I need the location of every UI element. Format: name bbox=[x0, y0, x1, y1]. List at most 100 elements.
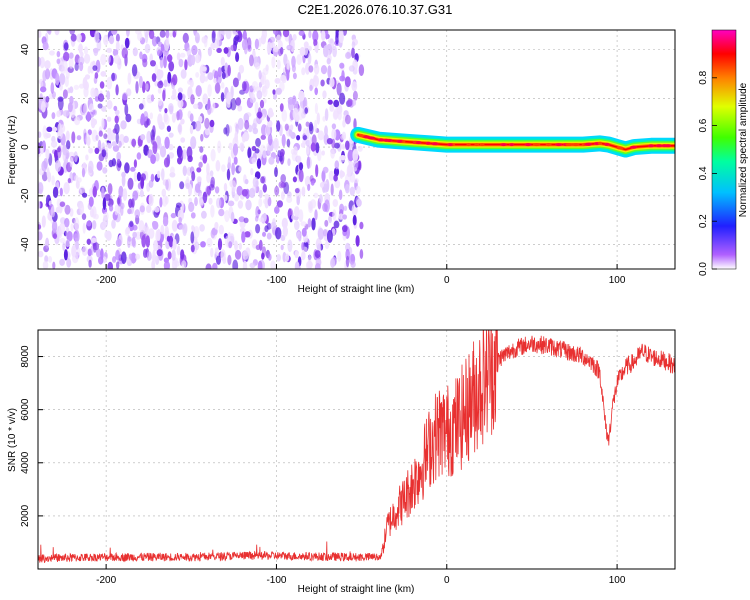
noise-speck bbox=[210, 42, 216, 50]
noise-speck bbox=[136, 152, 142, 160]
noise-speck bbox=[188, 201, 195, 213]
noise-speck bbox=[151, 73, 157, 82]
noise-speck bbox=[313, 63, 320, 75]
noise-speck bbox=[92, 109, 97, 116]
noise-speck bbox=[87, 248, 92, 257]
noise-speck bbox=[296, 54, 302, 66]
noise-speck bbox=[148, 30, 155, 40]
noise-speck bbox=[151, 260, 156, 269]
noise-speck bbox=[153, 240, 159, 252]
noise-speck bbox=[244, 119, 250, 130]
noise-speck bbox=[344, 76, 351, 88]
noise-speck bbox=[329, 77, 335, 88]
noise-speck bbox=[91, 118, 98, 126]
noise-speck bbox=[170, 212, 177, 219]
noise-speck bbox=[294, 220, 300, 231]
noise-speck bbox=[123, 135, 129, 143]
noise-speck bbox=[155, 152, 160, 162]
snr-xtick-label: 100 bbox=[609, 575, 626, 586]
noise-speck bbox=[162, 89, 166, 102]
ridge-peak bbox=[545, 143, 552, 147]
noise-speck bbox=[238, 64, 245, 74]
noise-speck bbox=[228, 142, 233, 150]
noise-speck bbox=[74, 62, 79, 71]
noise-speck bbox=[234, 35, 240, 41]
noise-speck bbox=[111, 219, 116, 229]
noise-speck bbox=[268, 156, 275, 165]
noise-speck bbox=[66, 231, 73, 242]
noise-speck bbox=[249, 262, 256, 269]
noise-speck bbox=[327, 65, 332, 79]
noise-speck bbox=[230, 98, 237, 111]
noise-speck bbox=[142, 58, 148, 68]
noise-speck bbox=[330, 258, 336, 268]
noise-speck bbox=[111, 30, 118, 35]
noise-speck bbox=[221, 164, 226, 173]
noise-speck bbox=[194, 183, 201, 194]
noise-speck bbox=[279, 148, 285, 157]
noise-speck bbox=[177, 87, 183, 93]
noise-speck bbox=[207, 84, 212, 97]
noise-speck bbox=[232, 77, 239, 88]
ridge-peak bbox=[597, 141, 603, 145]
noise-speck bbox=[226, 168, 231, 181]
noise-speck bbox=[59, 258, 65, 266]
noise-speck bbox=[211, 30, 216, 44]
noise-speck bbox=[150, 94, 155, 102]
noise-speck bbox=[285, 253, 290, 262]
noise-speck bbox=[82, 192, 88, 198]
noise-speck bbox=[282, 225, 288, 237]
noise-speck bbox=[172, 74, 178, 86]
noise-speck bbox=[307, 52, 312, 65]
noise-speck bbox=[171, 112, 176, 123]
snr-grid bbox=[38, 330, 675, 569]
noise-speck bbox=[284, 123, 289, 131]
noise-speck bbox=[157, 113, 163, 127]
noise-speck bbox=[200, 133, 204, 142]
noise-speck bbox=[322, 116, 326, 122]
noise-speck bbox=[280, 234, 286, 242]
noise-speck bbox=[163, 157, 170, 168]
noise-speck bbox=[179, 52, 186, 58]
noise-speck bbox=[152, 249, 156, 262]
noise-speck bbox=[157, 49, 163, 57]
noise-speck bbox=[56, 58, 61, 65]
noise-speck bbox=[231, 180, 237, 193]
noise-speck bbox=[81, 246, 88, 256]
noise-speck bbox=[207, 98, 211, 110]
noise-speck bbox=[225, 124, 230, 137]
noise-speck bbox=[172, 238, 177, 250]
noise-speck bbox=[112, 128, 118, 134]
noise-speck bbox=[92, 65, 98, 71]
noise-speck bbox=[245, 199, 252, 211]
noise-speck bbox=[176, 52, 181, 61]
noise-speck bbox=[310, 199, 317, 209]
noise-speck bbox=[329, 104, 335, 112]
noise-speck bbox=[127, 208, 132, 215]
noise-speck bbox=[316, 112, 320, 125]
noise-speck bbox=[255, 137, 261, 147]
noise-speck bbox=[286, 69, 290, 81]
noise-speck bbox=[182, 165, 187, 177]
noise-speck bbox=[195, 72, 200, 78]
noise-speck bbox=[141, 235, 147, 248]
noise-speck bbox=[349, 186, 355, 196]
noise-speck bbox=[275, 87, 282, 95]
noise-speck bbox=[281, 217, 288, 229]
noise-speck bbox=[162, 194, 168, 207]
noise-speck bbox=[330, 149, 335, 159]
noise-speck bbox=[69, 208, 74, 217]
noise-speck bbox=[73, 84, 80, 90]
noise-speck bbox=[74, 116, 81, 126]
snr-series-line bbox=[38, 330, 675, 563]
noise-speck bbox=[38, 182, 44, 195]
noise-speck bbox=[279, 103, 284, 112]
noise-speck bbox=[108, 159, 114, 168]
noise-speck bbox=[83, 46, 89, 55]
noise-speck bbox=[205, 263, 212, 269]
noise-speck bbox=[225, 30, 232, 40]
noise-speck bbox=[322, 90, 327, 99]
noise-speck bbox=[164, 108, 168, 114]
ridge-peak bbox=[555, 143, 563, 147]
noise-speck bbox=[96, 161, 103, 171]
